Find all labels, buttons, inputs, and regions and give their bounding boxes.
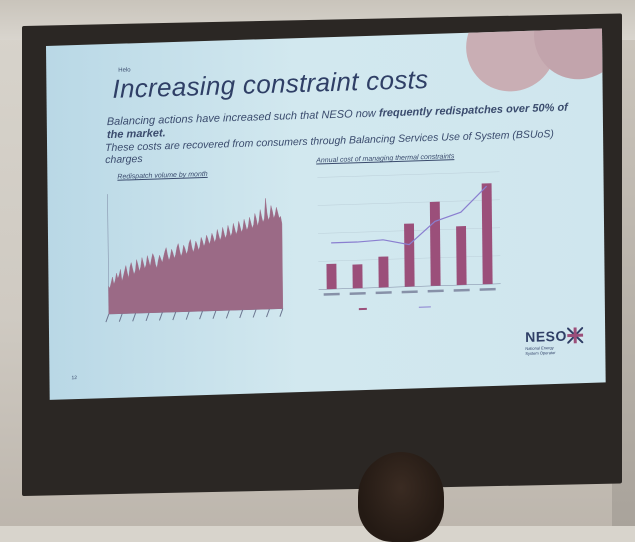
x-tick-label — [454, 289, 470, 292]
neso-tagline: National Energy System Operator — [525, 345, 565, 356]
bar — [404, 223, 415, 286]
x-tick-label — [280, 309, 283, 317]
x-tick-label — [402, 290, 418, 293]
series-area — [108, 198, 283, 314]
presentation-slide: Helo Increasing constraint costs Balanci… — [46, 29, 606, 400]
page-number: 12 — [71, 375, 77, 381]
subtitle-text: Balancing actions have increased such th… — [107, 108, 379, 129]
x-tick-label — [106, 314, 109, 322]
annual-cost-chart — [297, 161, 529, 318]
redispatch-volume-chart — [95, 180, 287, 336]
x-tick-label — [146, 313, 149, 321]
x-tick-label — [226, 310, 229, 318]
bar — [326, 264, 336, 290]
x-tick-label — [186, 312, 189, 320]
x-tick-label — [173, 312, 176, 320]
x-tick-label — [119, 314, 122, 322]
gridline — [317, 172, 499, 178]
x-tick-label — [133, 313, 136, 321]
bar — [352, 264, 362, 288]
union-flag-icon — [567, 327, 583, 343]
x-tick-label — [200, 311, 203, 319]
bar — [456, 226, 467, 285]
x-tick-label — [253, 309, 256, 317]
x-tick-label — [480, 288, 496, 291]
bar — [378, 256, 388, 287]
slide-title: Increasing constraint costs — [112, 64, 428, 105]
x-tick-label — [428, 290, 444, 293]
bar — [430, 202, 441, 286]
x-tick-label — [213, 311, 216, 319]
x-tick-label — [324, 293, 340, 296]
x-tick-label — [159, 312, 162, 320]
left-chart-title: Redispatch volume by month — [117, 171, 207, 181]
x-tick-label — [350, 292, 366, 295]
bar — [482, 183, 493, 284]
x-tick-label — [376, 291, 392, 294]
neso-logo: NESO — [525, 328, 567, 345]
audience-head — [358, 452, 444, 542]
x-tick-label — [266, 309, 269, 317]
legend-swatch-bar — [359, 308, 367, 310]
x-tick-label — [240, 310, 243, 318]
